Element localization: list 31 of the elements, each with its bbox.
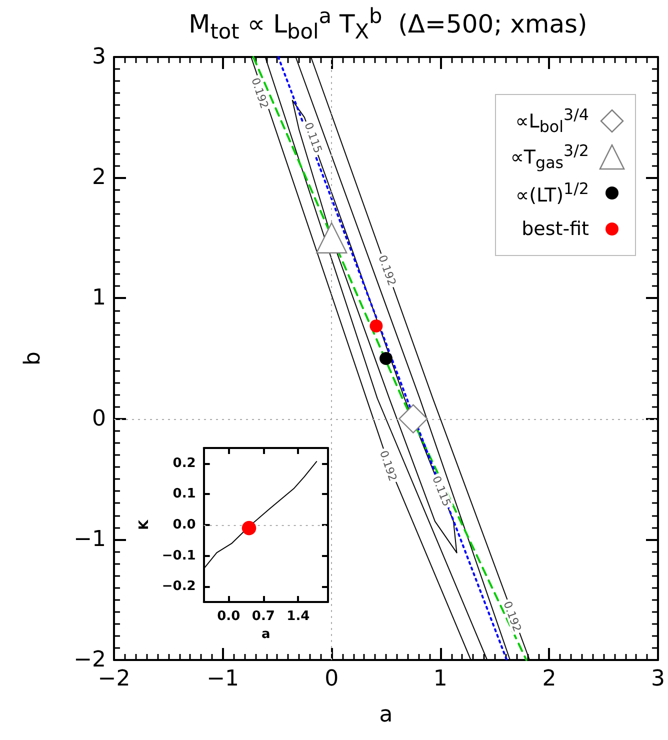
x-tick-label: 3 [651,666,665,692]
annotation: 0.192 [376,253,398,288]
x-tick-label: 0.7 [252,609,275,624]
y-tick-label: 3 [92,44,106,70]
legend-label: best-fit [522,218,589,240]
y-axis-title: b [20,352,46,366]
y-tick-label: −0.1 [162,548,196,564]
x-tick-label: 1 [433,666,448,692]
annotation: 0.115 [302,120,325,155]
legend-label: ∝(LT)$^{1/2}$ [516,179,589,207]
y-tick-label: −1 [74,526,106,552]
y-axis-title: K [137,519,152,530]
y-tick-label: −2 [74,648,106,672]
x-axis-title: a [262,627,270,642]
annotation: 0.192 [248,76,271,110]
y-tick-label: 2 [92,165,106,190]
annotation: 0.192 [500,600,524,634]
x-tick-label: 2 [542,666,556,692]
x-tick-label: −1 [206,666,240,692]
y-tick-label: −0.2 [162,579,196,594]
x-tick-label: 1.4 [286,609,310,624]
x-tick-label: 0 [324,666,339,692]
x-axis-title: a [379,702,393,728]
y-tick-label: 0.2 [172,456,196,471]
chart-title: M$_{tot}$ ∝ L$_{bol}$$^{a}$ T$_{X}$$^{b}$ (Δ=500; xmas) [188,4,588,44]
y-tick-label: 1 [92,286,106,311]
x-tick-label: 0.0 [217,609,240,624]
y-tick-label: 0 [92,406,106,432]
annotation: 0.115 [430,474,454,508]
y-tick-label: 0.1 [172,486,196,502]
y-tick-label: 0.0 [172,518,196,532]
